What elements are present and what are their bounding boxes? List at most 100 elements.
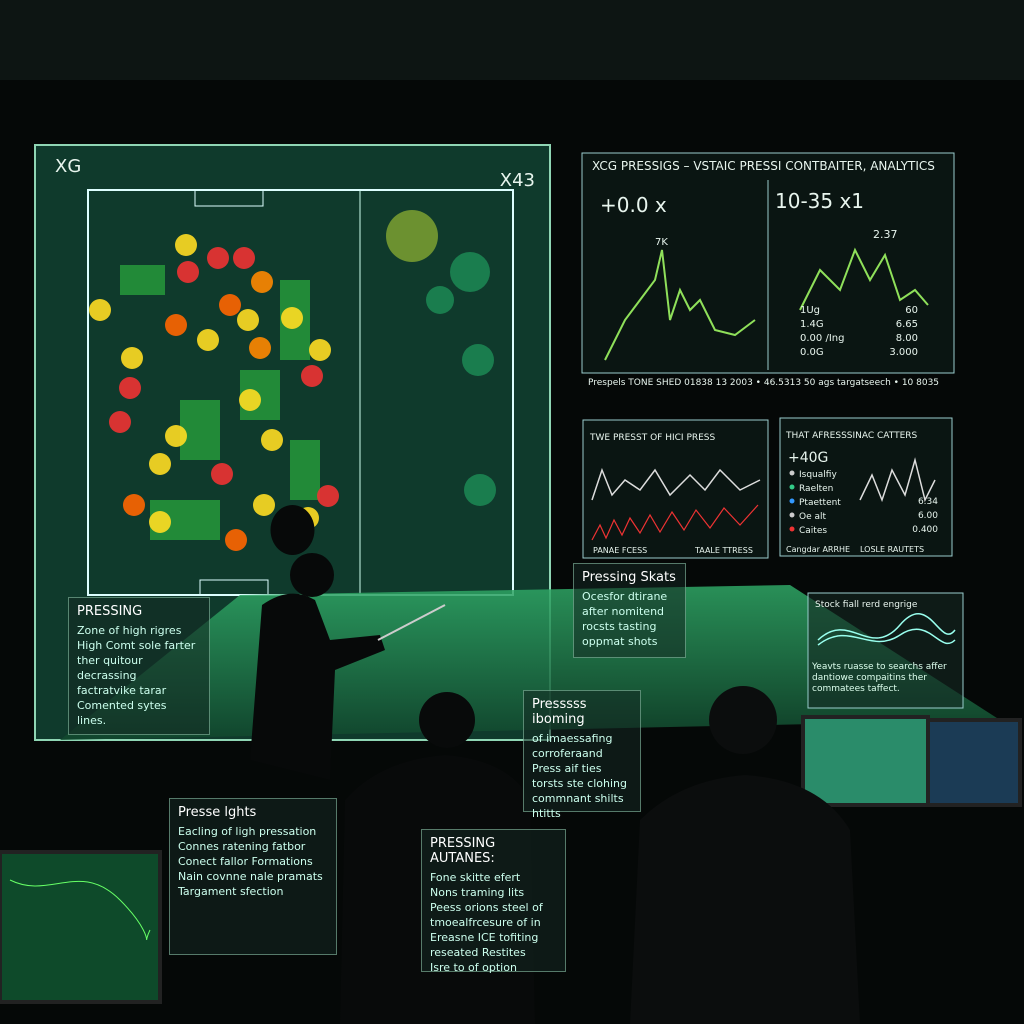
heat-dot xyxy=(219,294,241,316)
heat-dot xyxy=(317,485,339,507)
legend-dot xyxy=(789,526,795,532)
callout-line: ther quitour decrassing xyxy=(77,654,143,682)
legend-label: Caites xyxy=(799,526,827,536)
callout-line: corroferaand xyxy=(532,747,603,760)
callout-line: lines. xyxy=(77,714,107,727)
legend-label: Oe alt xyxy=(799,512,826,522)
panel-footer: Prespels TONE SHED 01838 13 2003 • 46.53… xyxy=(588,378,939,388)
axis-label: TAALE TTRESS xyxy=(694,546,753,555)
callout-line: tmoealfrcesure of in xyxy=(430,916,541,929)
heat-dot xyxy=(165,425,187,447)
heat-dot xyxy=(149,453,171,475)
callout-line: Fone skitte efert xyxy=(430,871,521,884)
heat-dot xyxy=(301,365,323,387)
axis-label: PANAE FCESS xyxy=(593,546,647,555)
callout-title: PRESSING xyxy=(77,604,143,619)
callout-line: after nomitend xyxy=(582,605,665,618)
heat-dot xyxy=(109,411,131,433)
heat-dot xyxy=(261,429,283,451)
monitor-graphic xyxy=(9,879,151,941)
stat: 1.4G xyxy=(800,319,824,330)
heat-dot xyxy=(251,271,273,293)
heat-dot xyxy=(197,329,219,351)
ceiling xyxy=(0,0,1024,80)
legend-dot xyxy=(789,512,795,518)
heat-dot xyxy=(237,309,259,331)
callout-line: oppmat shots xyxy=(582,635,658,648)
wave-text: Yeavts ruasse to searchs affer dantiowe … xyxy=(812,662,947,694)
viewer xyxy=(630,775,860,1024)
callout-line: High Comt sole farter xyxy=(77,639,196,652)
legend-label: Isqualfiy xyxy=(799,470,837,480)
presenter xyxy=(290,553,334,597)
panel-footer: LOSLE RAUTETS xyxy=(860,545,924,554)
legend-label: Ptaettent xyxy=(799,498,841,508)
callout-line: commnant shilts xyxy=(532,792,624,805)
heat-dot xyxy=(281,307,303,329)
viewer xyxy=(709,686,777,754)
heat-zone xyxy=(120,265,165,295)
wave-panel xyxy=(807,592,964,709)
callout-line: Connes ratening fatbor xyxy=(178,840,306,853)
panel-title: XCG PRESSIGS – VSTAIC PRESSI CONTBAITER,… xyxy=(592,159,935,173)
callout-line: Ereasne ICE tofiting xyxy=(430,931,539,944)
sparkline xyxy=(591,467,761,501)
heat-dot xyxy=(239,389,261,411)
heat-dot xyxy=(249,337,271,359)
heat-dot xyxy=(123,494,145,516)
panel-code: X43 xyxy=(500,170,535,191)
stat: 0.400 xyxy=(912,525,938,535)
wave xyxy=(817,613,956,646)
stat: 1Ug xyxy=(800,305,820,316)
callout-line: of imaessafing xyxy=(532,732,613,745)
heat-zone xyxy=(290,440,320,500)
sparkline xyxy=(859,457,936,503)
heat-dot xyxy=(309,339,331,361)
callout-title: Presssss iboming xyxy=(532,697,587,727)
headline: +40G xyxy=(788,450,828,466)
legend-dot xyxy=(789,484,795,490)
callout: PRESSING AUTANES: Fone skitte efert Nons t… xyxy=(421,829,566,974)
callout-line: Press aif ties xyxy=(532,762,602,775)
stat: 3.000 xyxy=(889,347,918,358)
callout-line: Nons traming lits xyxy=(430,886,525,899)
stat: 6.00 xyxy=(918,511,938,521)
callout-line: Conect fallor Formations xyxy=(178,855,313,868)
heat-dot xyxy=(464,474,496,506)
heat-dot xyxy=(177,261,199,283)
heat-dot xyxy=(225,529,247,551)
callout-line: Eacling of ligh pressation xyxy=(178,825,317,838)
callout-line: rocsts tasting xyxy=(582,620,657,633)
callout-line: Zone of high rigres xyxy=(77,624,182,637)
panel-title: Stock fiall rerd engrige xyxy=(815,600,918,610)
heat-dot xyxy=(450,252,490,292)
legend-dot xyxy=(789,470,795,476)
heat-dot xyxy=(165,314,187,336)
heat-zone xyxy=(180,400,220,460)
callout-line: Nain covnne nale pramats xyxy=(178,870,323,883)
callout-line: Targament sfection xyxy=(178,885,284,898)
heat-dot xyxy=(211,463,233,485)
heat-dot xyxy=(207,247,229,269)
heat-dot xyxy=(462,344,494,376)
panel-title: TWE PRESST OF HICI PRESS xyxy=(589,433,716,443)
heat-dot xyxy=(119,377,141,399)
sparkline xyxy=(591,504,759,541)
callout: PRESSING Zone of high rigres High Comt sol… xyxy=(68,597,210,735)
viewer xyxy=(419,692,475,748)
legend-label: Raelten xyxy=(799,484,833,494)
callout: Presse lghts Eacling of ligh pressation Co… xyxy=(169,798,337,955)
stat: 60 xyxy=(905,305,918,316)
stat: 0.0G xyxy=(800,347,824,358)
panel-footer: Cangdar ARRHE xyxy=(786,545,850,554)
monitor xyxy=(926,718,1022,807)
heat-dot xyxy=(426,286,454,314)
heat-dot xyxy=(175,234,197,256)
callout-line: Comented sytes xyxy=(77,699,167,712)
pitch-lines xyxy=(194,189,264,207)
heat-dot xyxy=(233,247,255,269)
stat: 6.65 xyxy=(896,319,918,330)
heat-dot xyxy=(121,347,143,369)
